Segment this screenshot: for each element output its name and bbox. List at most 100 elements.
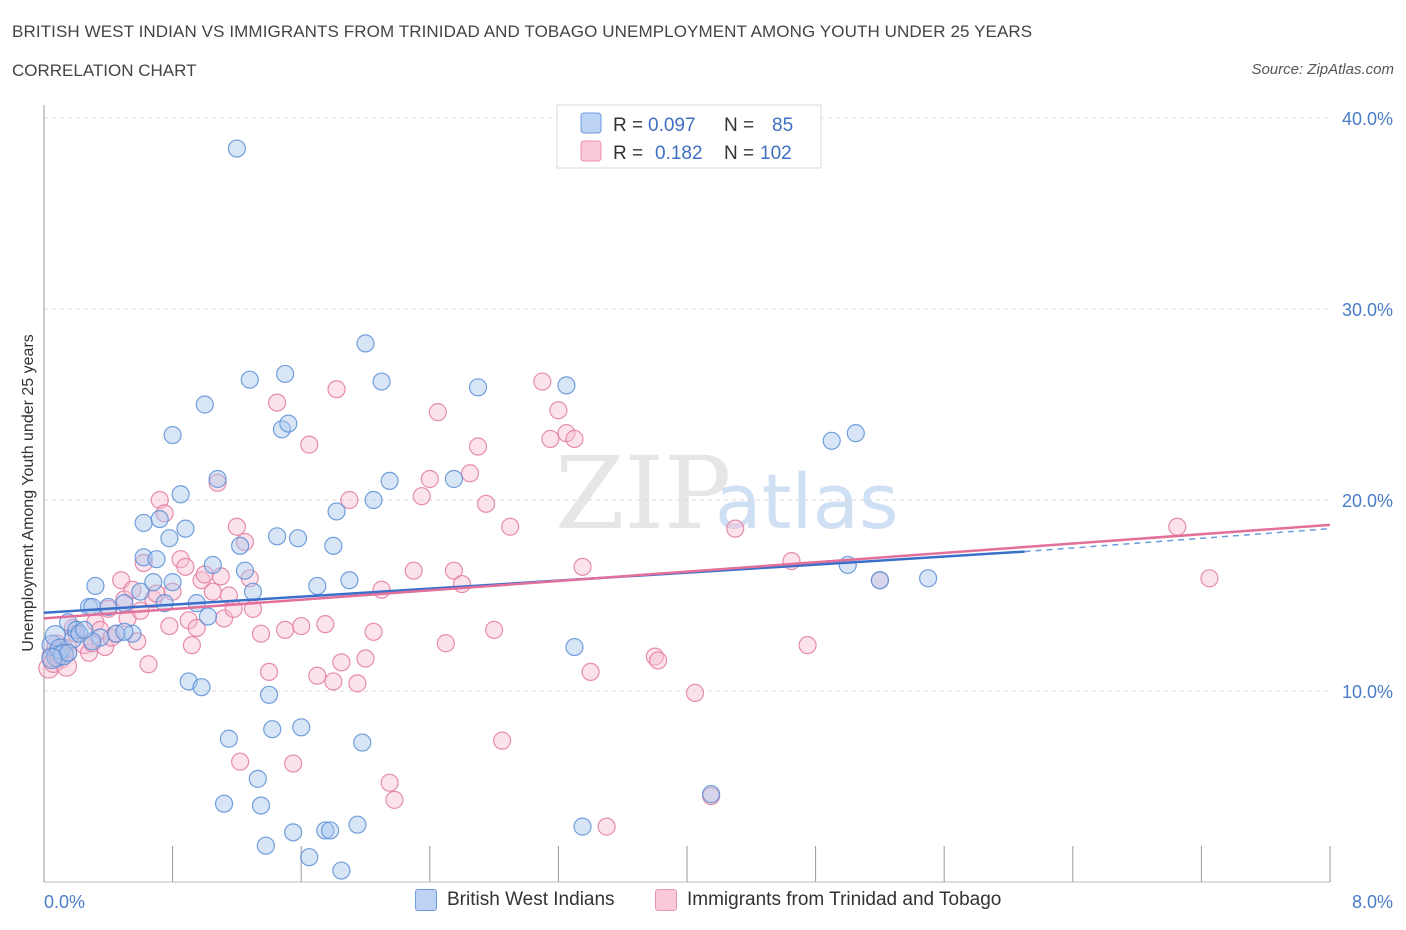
y-tick-label-40: 40.0% — [1342, 109, 1393, 129]
blue-point-4 — [52, 644, 74, 666]
blue-point-51 — [279, 414, 298, 433]
legend-pink-swatch — [580, 140, 602, 162]
blue-series-points — [41, 139, 938, 880]
trend-lines — [43, 523, 1331, 620]
pink-point-85 — [565, 429, 584, 448]
blue-point-59 — [324, 536, 343, 555]
blue-point-70 — [468, 378, 488, 397]
bottom-legend-blue: British West Indians — [415, 889, 615, 911]
pink-point-74 — [452, 574, 472, 594]
blue-point-75 — [822, 431, 841, 450]
pink-point-52 — [276, 620, 295, 639]
blue-point-23 — [155, 594, 174, 613]
blue-point-24 — [160, 529, 179, 548]
blue-point-46 — [259, 685, 279, 704]
y-tick-label-10: 10.0% — [1342, 682, 1393, 702]
pink-point-71 — [428, 403, 447, 422]
blue-point-55 — [300, 848, 319, 867]
blue-point-27 — [171, 485, 190, 504]
pink-point-82 — [541, 429, 560, 448]
legend-pink-n-label: N = — [724, 143, 754, 164]
pink-point-98 — [1200, 569, 1219, 588]
bottom-legend-blue-swatch — [415, 889, 437, 911]
chart-subtitle: CORRELATION CHART — [12, 61, 197, 80]
blue-point-80 — [115, 622, 134, 641]
bottom-legend-blue-label: British West Indians — [447, 889, 615, 910]
blue-point-44 — [251, 796, 271, 815]
pink-point-44 — [227, 517, 246, 536]
legend-blue-n-value: 85 — [772, 115, 793, 136]
blue-point-66 — [364, 490, 383, 510]
blue-point-54 — [292, 718, 311, 737]
pink-point-9 — [79, 643, 99, 662]
pink-point-97 — [1168, 517, 1187, 536]
blue-point-35 — [208, 469, 227, 489]
pink-point-45 — [231, 752, 250, 771]
blue-point-65 — [356, 334, 375, 353]
legend-pink-r-label: R = — [613, 143, 643, 164]
pink-point-34 — [182, 636, 201, 655]
y-tick-labels: 10.0% 20.0% 30.0% 40.0% — [1342, 109, 1393, 702]
pink-point-43 — [224, 599, 243, 618]
x-tick-label-min: 0.0% — [44, 892, 85, 912]
pink-point-53 — [284, 754, 303, 773]
source-credit: Source: ZipAtlas.com — [1251, 61, 1394, 78]
bottom-legend-pink: Immigrants from Trinidad and Tobago — [655, 889, 1001, 911]
blue-point-28 — [176, 519, 195, 538]
chart-title: BRITISH WEST INDIAN VS IMMIGRANTS FROM T… — [12, 22, 1033, 41]
blue-point-62 — [340, 571, 359, 590]
pink-point-62 — [348, 674, 367, 693]
blue-point-63 — [348, 815, 367, 834]
bottom-legend-pink-label: Immigrants from Trinidad and Tobago — [687, 889, 1002, 910]
blue-point-10 — [83, 597, 102, 617]
pink-point-24 — [139, 655, 158, 674]
legend-pink-n-value: 102 — [760, 143, 792, 164]
blue-point-84 — [41, 647, 63, 670]
blue-point-21 — [147, 550, 166, 569]
blue-point-67 — [372, 372, 391, 391]
pink-point-54 — [292, 616, 311, 636]
pink-point-49 — [251, 624, 271, 643]
legend-pink-r-value: 0.182 — [655, 143, 703, 164]
blue-point-19 — [134, 513, 153, 533]
blue-point-31 — [192, 678, 211, 697]
blue-point-33 — [198, 607, 218, 626]
pink-point-35 — [187, 618, 206, 638]
blue-trend-extension — [1024, 527, 1331, 553]
stats-legend: R = 0.097 N = 85 R = 0.182 N = 102 — [556, 104, 822, 169]
blue-point-60 — [327, 502, 346, 521]
legend-blue-r-value: 0.097 — [648, 115, 696, 136]
pink-point-61 — [340, 490, 359, 510]
pink-point-56 — [308, 666, 327, 685]
pink-point-28 — [155, 504, 174, 523]
pink-point-36 — [192, 571, 211, 590]
blue-point-61 — [332, 861, 351, 880]
blue-point-58 — [321, 821, 340, 840]
blue-point-78 — [870, 571, 890, 590]
x-axis-ticks — [43, 846, 1331, 882]
pink-point-69 — [412, 487, 431, 506]
pink-point-83 — [549, 401, 568, 420]
pink-point-86 — [573, 557, 592, 576]
pink-point-73 — [444, 561, 464, 580]
blue-point-74 — [702, 785, 721, 804]
blue-point-20 — [144, 573, 163, 592]
blue-point-53 — [288, 529, 308, 548]
pink-trend-line — [43, 523, 1331, 620]
blue-point-47 — [263, 720, 282, 739]
pink-point-57 — [316, 615, 335, 634]
blue-point-72 — [565, 637, 584, 657]
pink-point-80 — [501, 517, 520, 536]
blue-point-41 — [240, 370, 259, 389]
pink-point-63 — [356, 649, 375, 668]
y-tick-label-30: 30.0% — [1342, 300, 1393, 320]
blue-point-26 — [163, 425, 182, 445]
pink-point-27 — [150, 490, 169, 510]
pink-point-87 — [581, 662, 600, 682]
blue-point-42 — [243, 582, 263, 601]
blue-point-34 — [203, 555, 222, 575]
blue-point-40 — [235, 561, 255, 580]
pink-point-39 — [208, 473, 227, 492]
pink-point-76 — [468, 437, 488, 456]
pink-point-60 — [332, 653, 351, 672]
